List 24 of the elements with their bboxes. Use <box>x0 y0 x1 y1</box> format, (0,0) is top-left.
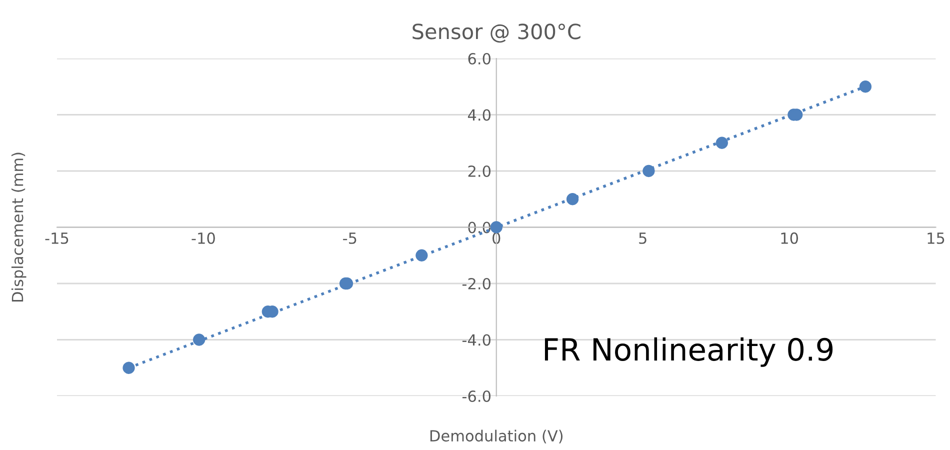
x-tick-label: -10 <box>192 232 215 244</box>
x-tick-label: -15 <box>45 232 68 244</box>
point <box>642 164 655 178</box>
chart-title: Sensor @ 300°C <box>412 24 580 43</box>
y-tick-label: 6.0 <box>468 52 490 65</box>
point <box>566 193 579 206</box>
point <box>416 249 428 262</box>
y-tick-label: -6.0 <box>462 390 490 402</box>
x-tick-label: -5 <box>343 232 356 244</box>
point <box>192 334 206 346</box>
point <box>716 136 728 149</box>
point <box>859 80 872 93</box>
y-axis-title: Displacement (mm) <box>11 152 26 302</box>
annotation: FR Nonlinearity 0.9 <box>544 337 833 367</box>
x-tick-label: 5 <box>639 232 646 244</box>
y-tick-label: 2.0 <box>468 165 490 178</box>
x-tick-label: 10 <box>781 232 798 244</box>
point <box>490 221 502 234</box>
x-axis-title: Demodulation (V) <box>430 430 562 444</box>
point <box>122 362 135 374</box>
y-tick-label: -2.0 <box>462 278 490 290</box>
y-tick-label: -4.0 <box>462 334 490 346</box>
y-tick-label: 4.0 <box>468 109 490 121</box>
x-tick-label: 15 <box>928 232 944 244</box>
